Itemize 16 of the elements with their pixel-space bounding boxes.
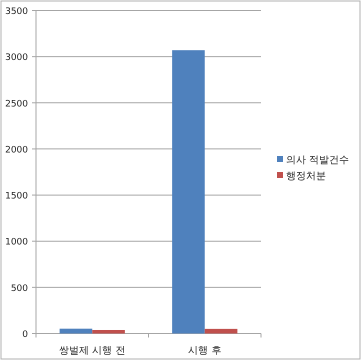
legend-label: 의사 적발건수 <box>286 155 350 166</box>
y-tick-label: 1000 <box>5 238 28 248</box>
y-tick-label: 3000 <box>5 53 28 64</box>
y-tick-label: 2000 <box>5 145 28 156</box>
y-tick-label: 2500 <box>5 99 28 110</box>
bar <box>172 50 205 334</box>
bar <box>60 328 92 334</box>
x-tick-label: 시행 후 <box>188 346 222 356</box>
y-tick-label: 500 <box>10 284 28 294</box>
bar <box>204 328 238 334</box>
legend-label: 행정처분 <box>286 171 326 182</box>
bar <box>92 330 125 334</box>
y-tick-label: 0 <box>22 330 28 340</box>
y-tick-label: 3500 <box>5 7 28 17</box>
x-tick-label: 쌍벌제 시행 전 <box>59 346 126 356</box>
y-tick-label: 1500 <box>5 192 28 202</box>
